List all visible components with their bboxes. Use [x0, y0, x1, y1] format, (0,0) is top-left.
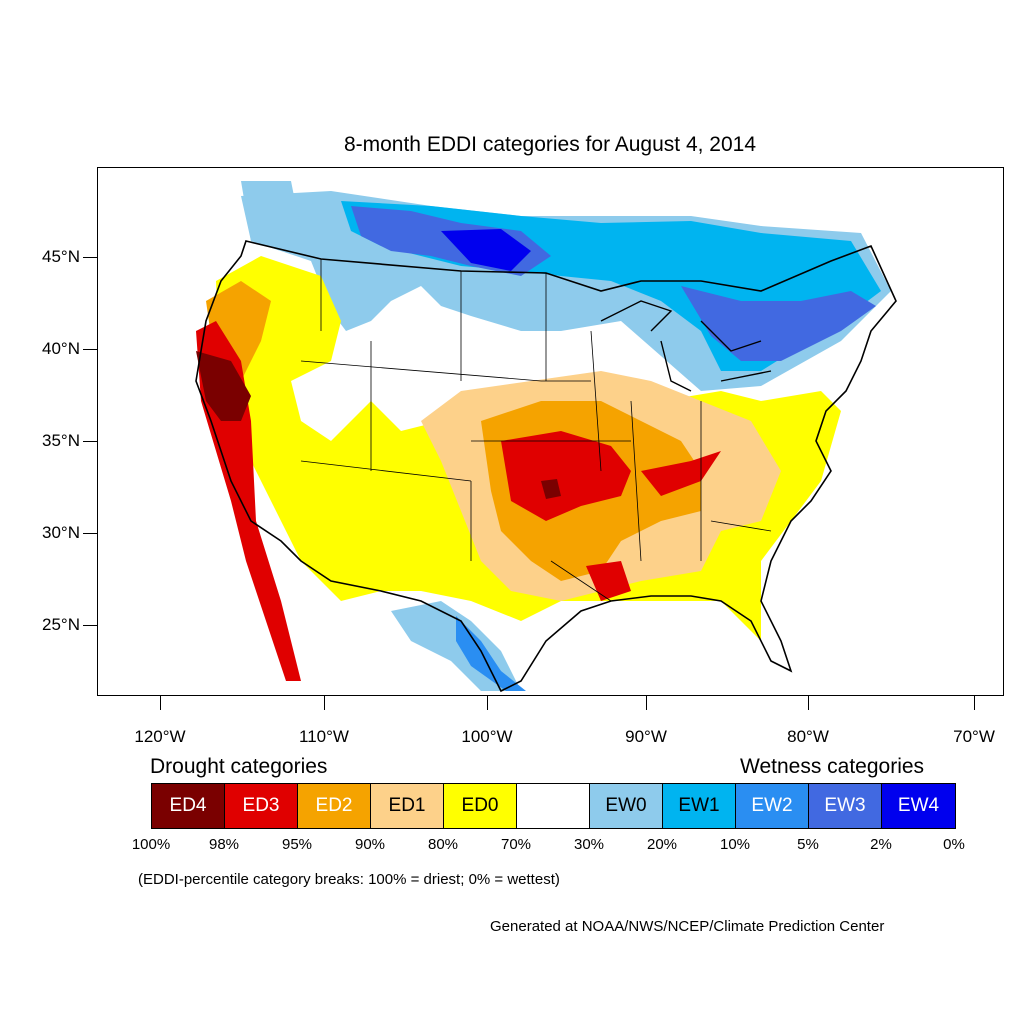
y-tick	[83, 625, 97, 626]
map-canvas	[195, 181, 897, 693]
wet-region-ne	[681, 286, 876, 361]
x-tick	[487, 696, 488, 710]
x-tick-label: 90°W	[625, 727, 667, 746]
legend-wetness-heading: Wetness categories	[740, 755, 925, 778]
legend-box-ed1: ED1	[371, 784, 444, 828]
x-tick	[646, 696, 647, 710]
legend-drought-heading: Drought categories	[150, 755, 328, 778]
legend-box-ew3: EW3	[809, 784, 882, 828]
y-tick-label: 45°N	[42, 247, 80, 266]
legend-note: (EDDI-percentile category breaks: 100% =…	[138, 871, 560, 888]
legend-percentile: 98%	[208, 836, 240, 853]
x-tick	[324, 696, 325, 710]
dry-region-ed4-ok	[541, 479, 561, 499]
legend-percentile: 0%	[943, 836, 965, 853]
y-tick-label: 35°N	[42, 431, 80, 450]
legend-percentile: 20%	[646, 836, 678, 853]
state-borders	[300, 259, 772, 602]
legend-percentile: 5%	[797, 836, 819, 853]
x-tick	[808, 696, 809, 710]
x-tick-label: 70°W	[953, 727, 995, 746]
legend-percentile: 90%	[354, 836, 386, 853]
legend-percentile: 2%	[870, 836, 892, 853]
legend-percentile: 70%	[500, 836, 532, 853]
x-tick-label: 120°W	[134, 727, 186, 746]
dry-region-ed3-la	[586, 561, 631, 601]
legend-box-ed0: ED0	[444, 784, 517, 828]
wet-region-extreme	[441, 229, 531, 271]
legend-percentile: 30%	[573, 836, 605, 853]
x-tick-label: 110°W	[299, 727, 349, 746]
y-tick-label: 40°N	[42, 339, 80, 358]
x-tick-label: 80°W	[787, 727, 829, 746]
eddi-map	[97, 167, 1004, 696]
x-tick	[974, 696, 975, 710]
legend-box-ed4: ED4	[152, 784, 225, 828]
legend-box-ed3: ED3	[225, 784, 298, 828]
legend-percentile: 10%	[719, 836, 751, 853]
legend-box-neutral	[517, 784, 590, 828]
y-tick	[83, 533, 97, 534]
legend-box-ew1: EW1	[663, 784, 736, 828]
legend-percentile: 95%	[281, 836, 313, 853]
y-tick	[83, 257, 97, 258]
legend-percentile: 100%	[131, 836, 171, 853]
x-tick-label: 100°W	[461, 727, 513, 746]
wet-region-west	[241, 181, 301, 251]
x-tick	[160, 696, 161, 710]
map-title: 8-month EDDI categories for August 4, 20…	[343, 133, 757, 156]
credit-line: Generated at NOAA/NWS/NCEP/Climate Predi…	[490, 918, 885, 935]
dry-region-ed3	[501, 431, 631, 521]
y-tick-label: 30°N	[42, 523, 80, 542]
dry-region-ed4-west	[196, 351, 251, 421]
legend-box-ew4: EW4	[882, 784, 955, 828]
y-tick	[83, 441, 97, 442]
great-lakes	[600, 300, 772, 392]
legend-percentile: 80%	[427, 836, 459, 853]
legend-box-ew2: EW2	[736, 784, 809, 828]
y-tick	[83, 349, 97, 350]
wet-region-texas-coast	[456, 616, 526, 691]
y-tick-label: 25°N	[42, 615, 80, 634]
us-outline	[195, 240, 897, 693]
legend-box-ew0: EW0	[590, 784, 663, 828]
legend-box-ed2: ED2	[298, 784, 371, 828]
legend-colorbar: ED4 ED3 ED2 ED1 ED0 EW0 EW1 EW2 EW3 EW4	[151, 783, 956, 829]
